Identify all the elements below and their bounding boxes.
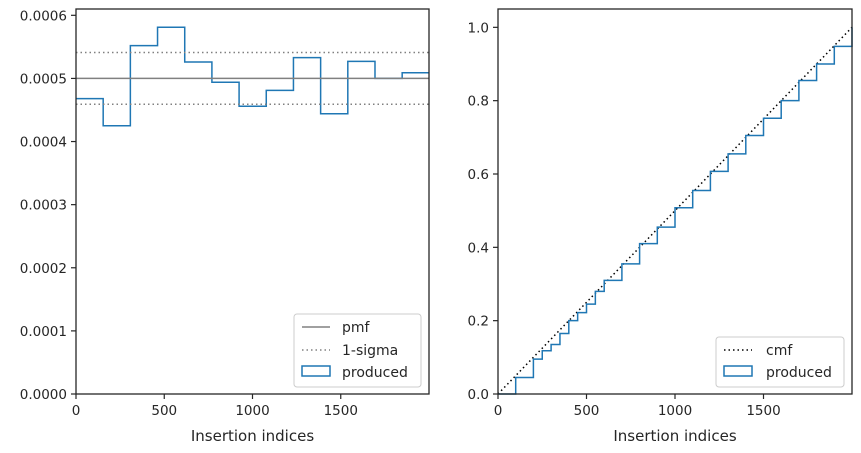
right-y-tick-label: 0.8 — [468, 94, 489, 110]
right-x-axis-label: Insertion indices — [613, 427, 736, 445]
left-legend: pmf 1-sigma produced — [293, 313, 422, 388]
right-produced-legend-swatch — [723, 365, 753, 377]
left-produced-legend-label: produced — [342, 365, 408, 381]
right-x-tick-label: 1000 — [658, 403, 692, 419]
right-y-tick-label: 1.0 — [468, 20, 489, 36]
left-y-tick-label: 0.0006 — [20, 8, 67, 24]
left-y-tick-label: 0.0002 — [20, 261, 67, 277]
pmf-legend-label: pmf — [342, 320, 371, 336]
left-y-tick-label: 0.0003 — [20, 198, 67, 214]
right-plot-panel: 0 500 1000 1500 0.0 0.2 0.4 0.6 0.8 1.0 Insertion… — [468, 8, 853, 445]
left-y-tick-label: 0.0005 — [20, 71, 67, 87]
left-produced-legend-swatch — [301, 365, 331, 377]
left-plot-panel: 0 500 1000 1500 0.0000 0.0001 0.0002 0.0003 0.00… — [20, 8, 430, 445]
right-x-tick-label: 1500 — [746, 403, 780, 419]
right-plot-frame — [497, 8, 853, 395]
right-y-tick-label: 0.0 — [468, 387, 489, 403]
right-x-tick-label: 0 — [494, 403, 503, 419]
left-y-tick-label: 0.0004 — [20, 135, 67, 151]
left-y-tick-label: 0.0001 — [20, 324, 67, 340]
one-sigma-legend-label: 1-sigma — [342, 343, 398, 359]
left-x-tick-label: 1500 — [324, 403, 358, 419]
right-legend: cmf produced — [715, 336, 845, 388]
left-produced-step-series — [76, 26, 429, 127]
right-produced-legend-label: produced — [766, 365, 832, 381]
right-produced-step-series — [498, 27, 853, 395]
left-x-axis-label: Insertion indices — [191, 427, 314, 445]
right-y-tick-label: 0.6 — [468, 167, 489, 183]
left-x-tick-label: 1000 — [235, 403, 269, 419]
left-x-tick-label: 500 — [151, 403, 177, 419]
left-legend-box — [293, 313, 422, 388]
right-y-tick-label: 0.2 — [468, 314, 489, 330]
left-x-tick-label: 0 — [72, 403, 81, 419]
right-y-tick-label: 0.4 — [468, 240, 489, 256]
right-x-tick-label: 500 — [574, 403, 600, 419]
cmf-legend-label: cmf — [766, 343, 793, 359]
left-y-tick-label: 0.0000 — [20, 387, 67, 403]
